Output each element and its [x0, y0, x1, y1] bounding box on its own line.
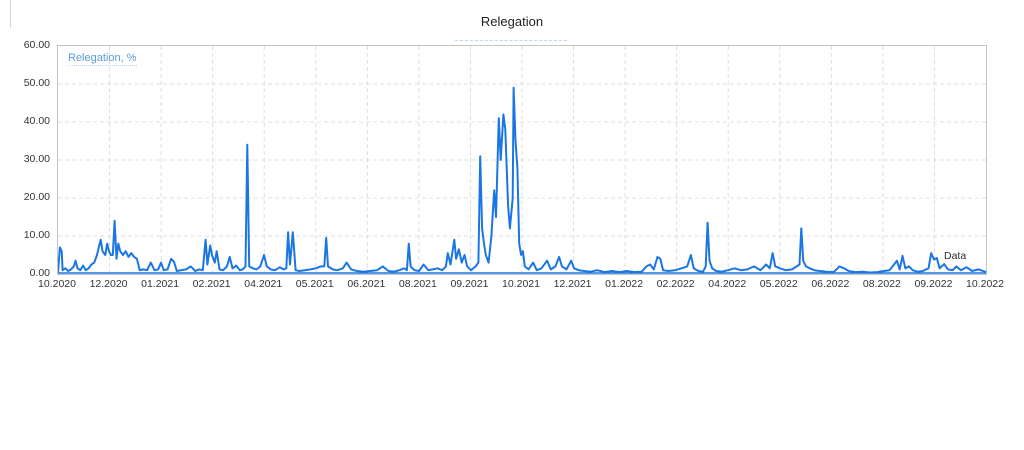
x-tick-label: 01.2022 [605, 278, 644, 290]
x-tick-label: 06.2021 [347, 278, 386, 290]
x-tick-label: 08.2022 [862, 278, 901, 290]
x-tick-label: 12.2021 [553, 278, 592, 290]
relegation-chart-svg [58, 46, 986, 274]
page-edge-artifact [10, 0, 11, 28]
x-tick-label: 05.2022 [759, 278, 798, 290]
chart-title: Relegation [480, 14, 544, 29]
x-tick-label: 01.2021 [141, 278, 180, 290]
x-tick-label: 04.2022 [708, 278, 747, 290]
x-tick-label: 09.2022 [914, 278, 953, 290]
title-underline-artifact [455, 39, 567, 41]
y-tick-label: 30.00 [23, 153, 50, 165]
x-tick-label: 12.2020 [89, 278, 128, 290]
x-tick-label: 10.2020 [38, 278, 76, 290]
relegation-chart: Relegation, % Data [57, 45, 987, 275]
y-tick-label: 10.00 [23, 229, 50, 241]
x-tick-label: 10.2022 [966, 278, 1004, 290]
x-tick-label: 08.2021 [398, 278, 437, 290]
x-tick-label: 10.2021 [502, 278, 540, 290]
x-tick-label: 02.2021 [192, 278, 231, 290]
chart-legend: Relegation, % [68, 52, 137, 66]
x-tick-label: 02.2022 [656, 278, 695, 290]
x-tick-label: 09.2021 [450, 278, 489, 290]
x-tick-label: 05.2021 [295, 278, 334, 290]
y-tick-label: 60.00 [23, 39, 50, 51]
x-tick-label: 04.2021 [244, 278, 283, 290]
y-tick-label: 40.00 [23, 115, 50, 127]
y-tick-label: 0.00 [29, 267, 50, 279]
x-tick-label: 06.2022 [811, 278, 850, 290]
y-tick-label: 50.00 [23, 77, 50, 89]
y-tick-label: 20.00 [23, 191, 50, 203]
chart-data-label: Data [944, 250, 967, 262]
